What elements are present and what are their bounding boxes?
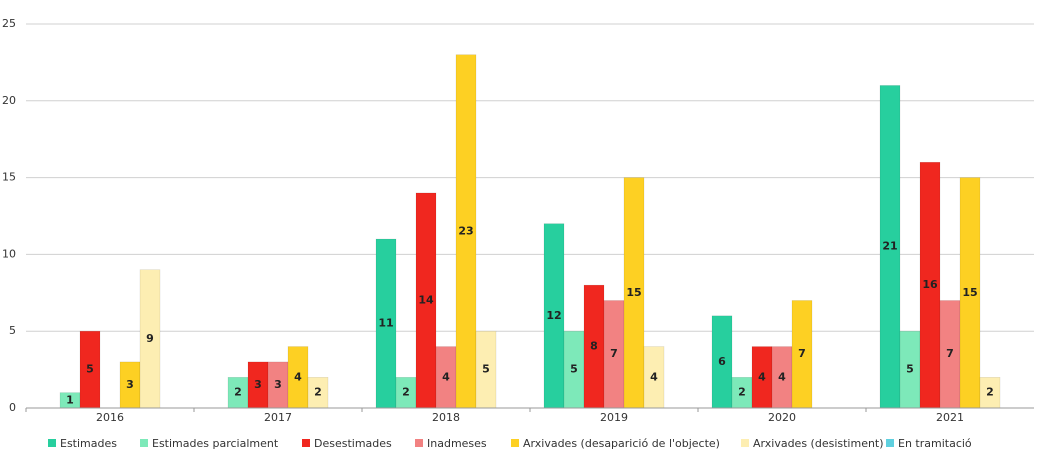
legend-label: Desestimades <box>314 437 392 450</box>
value-label: 11 <box>378 317 393 330</box>
value-label: 4 <box>650 370 658 383</box>
value-label: 21 <box>882 240 897 253</box>
value-label: 3 <box>126 378 134 391</box>
y-tick-label: 25 <box>2 17 16 30</box>
x-tick-label: 2016 <box>96 411 124 424</box>
legend-swatch <box>886 439 894 447</box>
value-label: 15 <box>962 286 977 299</box>
x-tick-label: 2021 <box>936 411 964 424</box>
legend-label: Arxivades (desaparició de l'objecte) <box>523 437 720 450</box>
value-label: 12 <box>546 309 561 322</box>
legend-swatch <box>302 439 310 447</box>
value-label: 2 <box>986 386 994 399</box>
value-label: 4 <box>758 370 766 383</box>
value-label: 5 <box>570 363 578 376</box>
value-label: 1 <box>66 393 74 406</box>
x-tick-label: 2018 <box>432 411 460 424</box>
value-label: 7 <box>946 347 954 360</box>
legend-swatch <box>140 439 148 447</box>
legend-label: Inadmeses <box>427 437 487 450</box>
legend-swatch <box>48 439 56 447</box>
value-label: 2 <box>738 386 746 399</box>
value-label: 2 <box>234 386 242 399</box>
legend-label: En tramitació <box>898 437 972 450</box>
value-label: 2 <box>314 386 322 399</box>
value-label: 6 <box>718 355 726 368</box>
x-tick-label: 2017 <box>264 411 292 424</box>
value-label: 3 <box>274 378 282 391</box>
legend-label: Estimades parcialment <box>152 437 279 450</box>
value-label: 5 <box>482 363 490 376</box>
value-label: 4 <box>442 370 450 383</box>
value-label: 15 <box>626 286 641 299</box>
legend-swatch <box>741 439 749 447</box>
value-label: 5 <box>86 363 94 376</box>
value-label: 23 <box>458 224 473 237</box>
legend-label: Arxivades (desistiment) <box>753 437 884 450</box>
legend-label: Estimades <box>60 437 117 450</box>
value-label: 14 <box>418 293 434 306</box>
value-label: 2 <box>402 386 410 399</box>
x-tick-label: 2019 <box>600 411 628 424</box>
value-label: 5 <box>906 363 914 376</box>
y-tick-label: 10 <box>2 247 16 260</box>
value-label: 3 <box>254 378 262 391</box>
y-tick-label: 15 <box>2 171 16 184</box>
value-label: 8 <box>590 340 598 353</box>
value-label: 7 <box>798 347 806 360</box>
y-tick-label: 5 <box>9 324 16 337</box>
value-label: 9 <box>146 332 154 345</box>
value-label: 7 <box>610 347 618 360</box>
legend-swatch <box>511 439 519 447</box>
legend-swatch <box>415 439 423 447</box>
value-label: 4 <box>778 370 786 383</box>
value-label: 4 <box>294 370 302 383</box>
x-tick-label: 2020 <box>768 411 796 424</box>
y-tick-label: 0 <box>9 401 16 414</box>
y-tick-label: 20 <box>2 94 16 107</box>
value-label: 16 <box>922 278 938 291</box>
